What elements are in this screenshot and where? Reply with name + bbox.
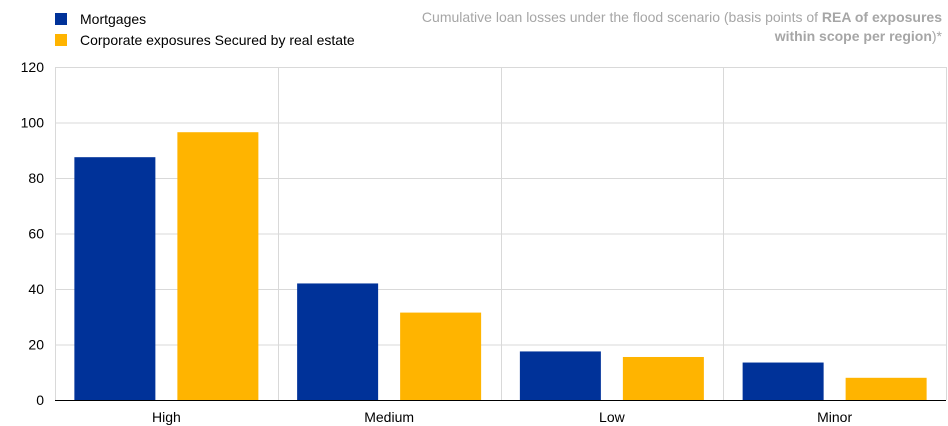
chart-title-pre: Cumulative loan losses under the flood s… [421,9,822,25]
y-tick-label: 100 [21,115,45,131]
legend-swatch-mortgages [55,12,67,25]
bar-corporate-low [622,356,704,400]
y-tick-label: 20 [28,337,44,353]
x-tick-label: Low [599,409,626,425]
bar-mortgages-minor [742,362,824,400]
bar-corporate-medium [400,312,482,400]
bar-mortgages-low [519,351,601,400]
x-tick-label: Medium [364,409,414,425]
y-tick-label: 40 [28,281,44,297]
y-tick-label: 80 [28,170,44,186]
legend-item-mortgages: Mortgages [55,8,355,29]
bar-corporate-minor [845,377,927,400]
y-tick-label: 60 [28,226,44,242]
legend-swatch-corporate [55,33,67,46]
y-tick-label: 0 [36,392,44,408]
legend-item-corporate: Corporate exposures Secured by real esta… [55,29,355,50]
bar-mortgages-medium [297,283,379,400]
chart-title: Cumulative loan losses under the flood s… [382,8,942,46]
x-tick-label: Minor [817,409,852,425]
bar-corporate-high [177,132,259,400]
legend-label-corporate: Corporate exposures Secured by real esta… [80,31,355,48]
legend: Mortgages Corporate exposures Secured by… [55,8,355,50]
legend-label-mortgages: Mortgages [80,10,147,27]
x-tick-label: High [152,409,181,425]
chart-title-bold: REA of exposures within scope per region [774,9,942,44]
y-tick-label: 120 [21,59,45,75]
bar-mortgages-high [74,157,156,400]
chart-title-post: )* [931,28,942,44]
